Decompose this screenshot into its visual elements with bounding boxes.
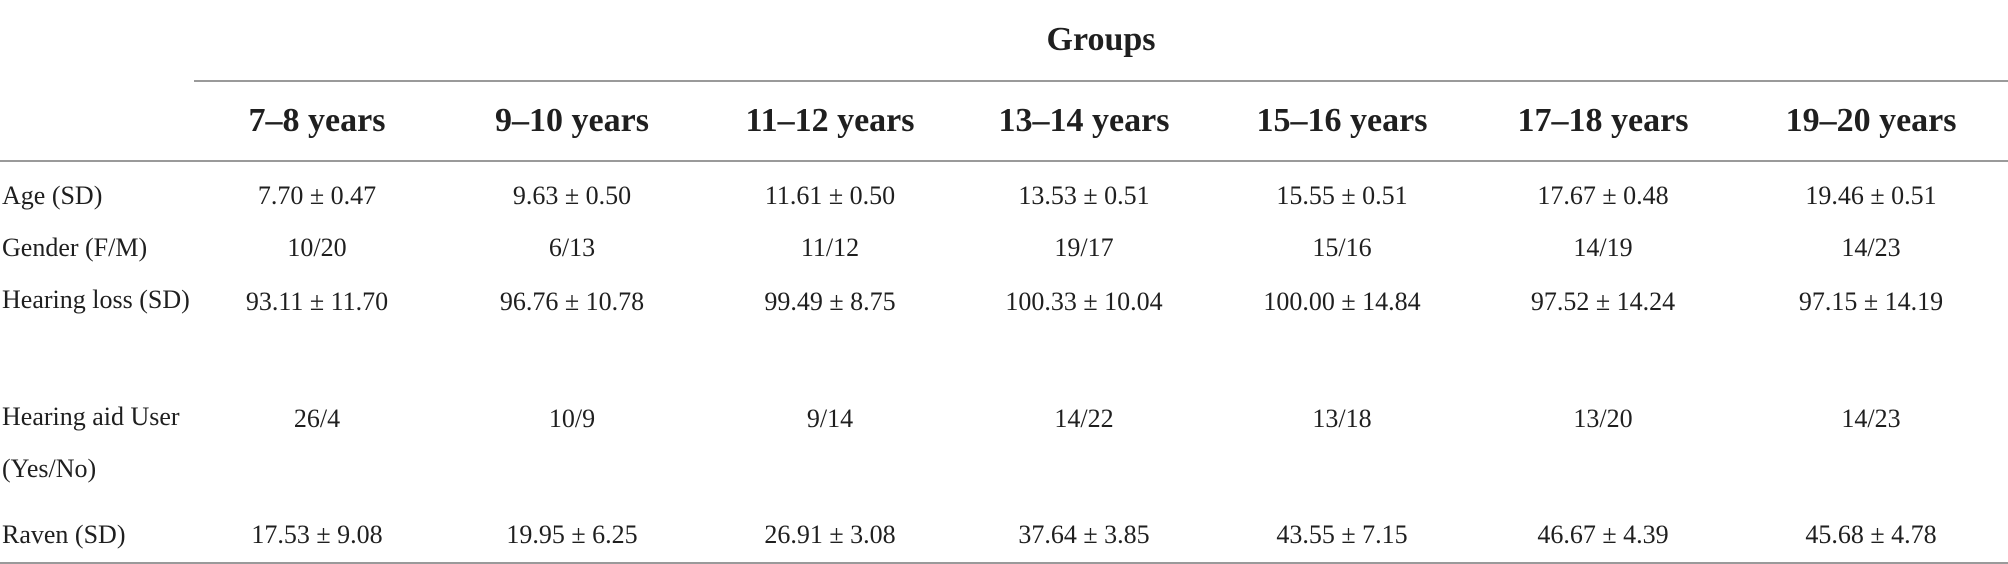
group-header-row: Groups bbox=[0, 0, 2008, 82]
table-cell: 46.67 ± 4.39 bbox=[1472, 508, 1734, 564]
table-cell: 11.61 ± 0.50 bbox=[764, 181, 896, 210]
table-cell: 10/20 bbox=[287, 233, 347, 262]
table-cell: 19/17 bbox=[1054, 233, 1114, 262]
table-cell: 13/18 bbox=[1312, 404, 1372, 433]
table-cell: 15.55 ± 0.51 bbox=[1276, 181, 1408, 210]
table-cell: 37.64 ± 3.85 bbox=[956, 508, 1212, 564]
group-title: Groups bbox=[194, 0, 2008, 82]
table-cell: 9/14 bbox=[806, 404, 854, 433]
column-header: 19–20 years bbox=[1734, 81, 2008, 162]
table-cell: 14/23 bbox=[1841, 404, 1901, 433]
table-cell: 97.15 ± 14.19 bbox=[1798, 287, 1944, 316]
row-label: Age (SD) bbox=[2, 181, 103, 210]
table-cell: 43.55 ± 7.15 bbox=[1212, 508, 1472, 564]
row-label: Gender (F/M) bbox=[2, 233, 148, 262]
table-row: Hearing loss (SD) 93.11 ± 11.70 96.76 ± … bbox=[0, 274, 2008, 391]
table-cell: 14/22 bbox=[1054, 404, 1114, 433]
table-cell: 99.49 ± 8.75 bbox=[764, 287, 896, 316]
column-header: 15–16 years bbox=[1212, 81, 1472, 162]
table-row: Hearing aid User (Yes/No) 26/4 10/9 9/14… bbox=[0, 391, 2008, 508]
table-cell: 10/9 bbox=[548, 404, 596, 433]
table-cell: 11/12 bbox=[800, 233, 860, 262]
table-cell: 26/4 bbox=[293, 404, 341, 433]
table-cell: 6/13 bbox=[548, 233, 596, 262]
table-cell: 26.91 ± 3.08 bbox=[704, 508, 956, 564]
table-cell: 9.63 ± 0.50 bbox=[512, 181, 632, 210]
row-label: Hearing loss (SD) bbox=[2, 285, 190, 314]
table-row: Gender (F/M) 10/20 6/13 11/12 19/17 15/1… bbox=[0, 222, 2008, 274]
row-label-header bbox=[0, 81, 194, 162]
table-cell: 7.70 ± 0.47 bbox=[257, 181, 377, 210]
column-header: 9–10 years bbox=[440, 81, 704, 162]
table-cell: 100.00 ± 14.84 bbox=[1263, 287, 1421, 316]
table-cell: 100.33 ± 10.04 bbox=[1005, 287, 1163, 316]
table-cell: 13.53 ± 0.51 bbox=[1018, 181, 1150, 210]
table-row: Raven (SD) 17.53 ± 9.08 19.95 ± 6.25 26.… bbox=[0, 508, 2008, 564]
row-label: Hearing aid User (Yes/No) bbox=[2, 402, 180, 483]
table-cell: 45.68 ± 4.78 bbox=[1734, 508, 2008, 564]
table-cell: 19.46 ± 0.51 bbox=[1805, 181, 1937, 210]
table-row: Age (SD) 7.70 ± 0.47 9.63 ± 0.50 11.61 ±… bbox=[0, 161, 2008, 222]
column-header: 17–18 years bbox=[1472, 81, 1734, 162]
table-cell: 14/19 bbox=[1573, 233, 1633, 262]
column-header: 11–12 years bbox=[704, 81, 956, 162]
table-cell: 15/16 bbox=[1312, 233, 1372, 262]
table-cell: 19.95 ± 6.25 bbox=[440, 508, 704, 564]
table-cell: 97.52 ± 14.24 bbox=[1530, 287, 1676, 316]
table-cell: 17.53 ± 9.08 bbox=[194, 508, 440, 564]
column-header-row: 7–8 years 9–10 years 11–12 years 13–14 y… bbox=[0, 81, 2008, 162]
empty-corner-cell bbox=[0, 0, 194, 81]
column-header: 13–14 years bbox=[956, 81, 1212, 162]
table-cell: 93.11 ± 11.70 bbox=[245, 287, 389, 316]
row-label: Raven (SD) bbox=[0, 508, 194, 564]
table-cell: 14/23 bbox=[1841, 233, 1901, 262]
column-header: 7–8 years bbox=[194, 81, 440, 162]
table-cell: 96.76 ± 10.78 bbox=[499, 287, 645, 316]
table-cell: 17.67 ± 0.48 bbox=[1537, 181, 1669, 210]
table-cell: 13/20 bbox=[1573, 404, 1633, 433]
